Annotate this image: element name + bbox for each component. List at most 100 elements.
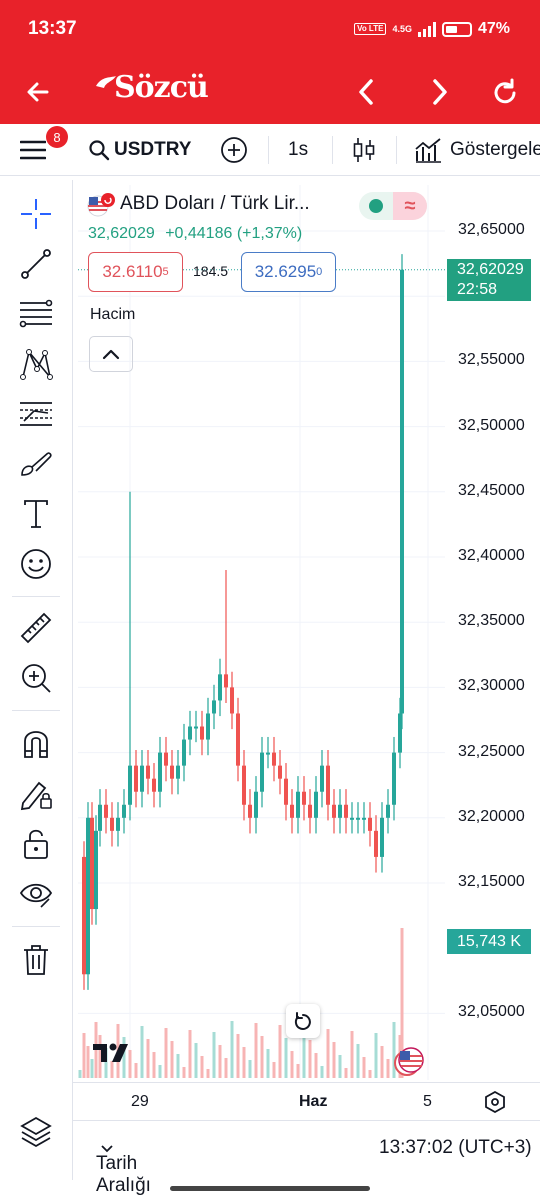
emoji-tool[interactable]: [14, 542, 58, 586]
unlock-icon: [24, 829, 48, 859]
pattern-tool[interactable]: [14, 342, 58, 386]
sell-button[interactable]: 32.6110 5: [88, 252, 183, 292]
bar-countdown: 22:58: [457, 281, 498, 298]
brush-tool[interactable]: [14, 442, 58, 486]
menu-button[interactable]: [20, 124, 56, 176]
next-article-button[interactable]: [416, 68, 464, 116]
time-label: Haz: [299, 1093, 328, 1110]
chevron-down-icon: [101, 1145, 113, 1153]
toolbar-divider: [268, 136, 269, 164]
app-bar: Sözcü: [0, 60, 540, 124]
delayed-data-icon: ≈: [393, 192, 427, 220]
zoom-in-icon: [22, 664, 51, 693]
interval-button[interactable]: 1s: [288, 139, 309, 160]
currency-flag-icon[interactable]: [393, 1046, 425, 1078]
chart-toolbar: 8 USDTRY 1s Göstergeler: [0, 124, 540, 176]
bid-price-pip: 5: [162, 266, 169, 278]
magnet-tool[interactable]: [14, 722, 58, 766]
battery-level: 47%: [477, 20, 510, 37]
volume-legend[interactable]: Hacim: [90, 306, 136, 323]
previous-article-button[interactable]: [342, 68, 390, 116]
indicators-button[interactable]: Göstergeler: [414, 124, 540, 176]
network-type: 4.5G: [392, 23, 412, 34]
volume-value-label: 15,743 K: [447, 929, 531, 954]
status-bar: 13:37 Vo LTE 4.5G 47%: [0, 0, 540, 60]
date-range-button[interactable]: Tarih Aralığı: [96, 1137, 151, 1196]
collapse-legend-button[interactable]: [89, 336, 133, 372]
last-price: 32,62029: [88, 225, 155, 242]
brush-icon: [21, 452, 52, 476]
price-axis-label: 32,25000: [458, 742, 525, 760]
search-icon: [89, 140, 110, 161]
pencil-lock-icon: [20, 781, 52, 811]
smiley-icon: [21, 549, 51, 579]
tradingview-logo[interactable]: [92, 1040, 136, 1071]
price-change-row: 32,62029 +0,44186 (+1,37%): [88, 225, 302, 243]
app-logo: Sözcü: [96, 70, 209, 105]
notification-badge: 8: [46, 126, 68, 148]
logo-bird-icon: [96, 76, 116, 88]
reload-button[interactable]: [482, 68, 530, 116]
symbol-title[interactable]: ABD Doları / Türk Lir...: [120, 193, 310, 214]
price-axis-label: 32,65000: [458, 221, 525, 238]
forecast-tool[interactable]: [14, 392, 58, 436]
forecast-icon: [20, 402, 52, 426]
time-label: 29: [131, 1093, 149, 1110]
volte-icon: Vo LTE: [354, 23, 387, 35]
lock-drawings-tool[interactable]: [14, 772, 58, 816]
visibility-tool[interactable]: [14, 872, 58, 916]
status-time: 13:37: [28, 18, 77, 39]
text-tool[interactable]: [14, 492, 58, 536]
trend-line-tool[interactable]: [14, 242, 58, 286]
price-axis-label: 32,30000: [458, 677, 525, 695]
date-range-label: Tarih Aralığı: [96, 1153, 151, 1196]
price-axis-label: 32,05000: [458, 1003, 525, 1021]
layers-icon: [20, 1116, 52, 1148]
magnet-icon: [24, 731, 48, 758]
buy-button[interactable]: 32.6295 0: [241, 252, 336, 292]
time-label: 5: [423, 1093, 432, 1110]
object-tree-tool[interactable]: [14, 1110, 58, 1154]
eye-icon: [19, 883, 53, 908]
status-icons: Vo LTE 4.5G 47%: [354, 20, 510, 38]
chart-type-button[interactable]: [352, 124, 376, 176]
time-axis[interactable]: 29 Haz 5: [72, 1082, 540, 1120]
reset-chart-button[interactable]: [286, 1004, 320, 1038]
market-open-icon: [359, 192, 393, 220]
clock-timezone[interactable]: 13:37:02 (UTC+3): [379, 1137, 532, 1158]
compare-symbol-button[interactable]: [220, 124, 248, 176]
measure-tool[interactable]: [14, 606, 58, 650]
home-indicator: [170, 1186, 370, 1191]
settings-icon[interactable]: [484, 1091, 506, 1113]
battery-icon: [441, 21, 472, 37]
chevron-left-icon: [359, 79, 373, 105]
toolbar-divider: [332, 136, 333, 164]
fib-retracement-icon: [19, 299, 53, 328]
chevron-up-icon: [102, 349, 120, 360]
indicators-label: Göstergeler: [450, 139, 540, 160]
trend-line-icon: [21, 249, 51, 279]
reset-icon: [294, 1012, 311, 1030]
crosshair-tool[interactable]: [14, 192, 58, 236]
text-icon: [24, 500, 48, 528]
tradingview-icon: [93, 1043, 128, 1062]
back-button[interactable]: [14, 68, 62, 116]
delete-tool[interactable]: [14, 938, 58, 982]
fib-tool[interactable]: [14, 292, 58, 336]
tool-divider: [12, 710, 60, 711]
bottom-bar: Tarih Aralığı 13:37:02 (UTC+3): [72, 1120, 540, 1196]
tool-divider: [12, 596, 60, 597]
price-axis-label: 32,55000: [458, 351, 525, 369]
price-change: +0,44186 (+1,37%): [165, 225, 303, 242]
market-status-pill[interactable]: ≈: [359, 192, 427, 220]
symbol-search-button[interactable]: USDTRY: [88, 124, 191, 176]
arrow-left-icon: [27, 82, 49, 102]
plus-circle-icon: [221, 137, 247, 163]
zoom-tool[interactable]: [14, 656, 58, 700]
lock-tool[interactable]: [14, 822, 58, 866]
current-price-value: 32,62029: [457, 261, 524, 278]
bid-price: 32.6110: [102, 262, 163, 281]
ruler-icon: [20, 612, 52, 644]
xabcd-pattern-icon: [20, 349, 53, 380]
price-axis-label: 32,50000: [458, 416, 525, 434]
